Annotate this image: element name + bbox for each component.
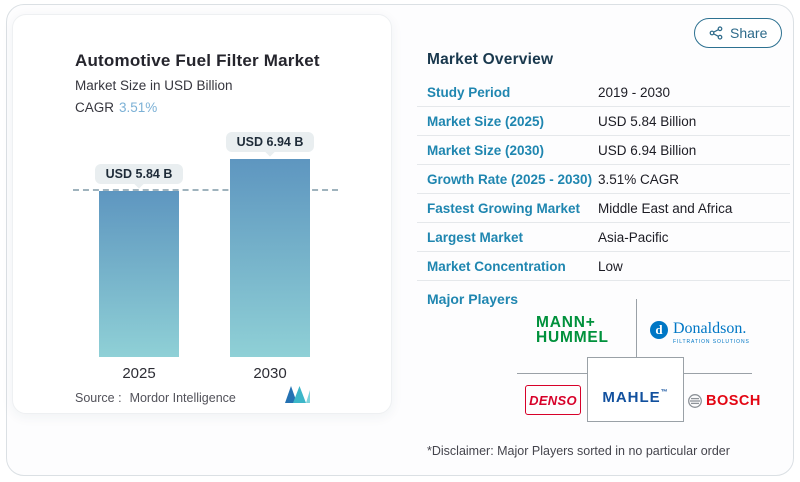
row-value: Asia-Pacific — [598, 229, 669, 245]
mordor-intelligence-logo-icon — [285, 386, 310, 408]
table-row: Study Period 2019 - 2030 — [417, 78, 790, 107]
bosch-name: BOSCH — [706, 393, 761, 409]
bar-value-label: USD 5.84 B — [94, 163, 184, 184]
table-row: Market Size (2030) USD 6.94 Billion — [417, 136, 790, 165]
player-divider-vertical — [636, 299, 637, 357]
bar — [230, 159, 310, 357]
mann-hummel-line2: HUMMEL — [536, 328, 609, 346]
source-value: Mordor Intelligence — [129, 391, 236, 405]
row-label: Growth Rate (2025 - 2030) — [427, 171, 593, 187]
mahle-logo: MAHLE™ — [587, 389, 684, 406]
x-axis-label-2030: 2030 — [253, 365, 287, 382]
share-button-label: Share — [730, 25, 768, 41]
dashed-reference-line — [73, 188, 338, 191]
row-label: Fastest Growing Market — [427, 200, 581, 216]
bosch-icon — [687, 393, 703, 409]
row-value: 3.51% CAGR — [598, 171, 680, 187]
row-label: Market Size (2030) — [427, 142, 545, 158]
row-value: USD 6.94 Billion — [598, 142, 697, 158]
source-label: Source : — [75, 391, 122, 405]
share-icon — [709, 26, 723, 40]
overview-table: Study Period 2019 - 2030 Market Size (20… — [417, 78, 790, 281]
player-center-box — [587, 357, 684, 422]
donaldson-name: Donaldson. — [673, 320, 747, 337]
mann-hummel-logo: MANN+ HUMMEL — [536, 314, 609, 346]
donaldson-icon: d — [650, 321, 668, 339]
mahle-trademark: ™ — [660, 389, 669, 396]
chart-subtitle: Market Size in USD Billion — [75, 78, 233, 93]
mann-hummel-line1: MANN+ — [536, 314, 596, 331]
major-players-label: Major Players — [427, 291, 519, 307]
table-row: Largest Market Asia-Pacific — [417, 223, 790, 252]
donaldson-tagline: FILTRATION SOLUTIONS — [673, 339, 750, 345]
cagr-value: 3.51% — [119, 100, 158, 115]
cagr-row: CAGR 3.51% — [75, 100, 157, 115]
source-row: Source : Mordor Intelligence — [75, 391, 236, 405]
row-value: USD 5.84 Billion — [598, 113, 697, 129]
denso-name: DENSO — [529, 392, 577, 408]
bar — [99, 190, 179, 357]
bar-column-2025: USD 5.84 B — [94, 163, 184, 357]
row-label: Market Size (2025) — [427, 113, 545, 129]
cagr-label: CAGR — [75, 100, 115, 115]
row-label: Largest Market — [427, 229, 524, 245]
player-divider-left — [517, 373, 587, 374]
mahle-name: MAHLE — [602, 389, 661, 406]
overview-heading: Market Overview — [427, 51, 554, 68]
donaldson-logo: d Donaldson. FILTRATION SOLUTIONS — [650, 320, 750, 345]
x-axis-label-2025: 2025 — [122, 365, 156, 382]
row-value: Low — [598, 258, 623, 274]
row-value: 2019 - 2030 — [598, 84, 671, 100]
denso-logo: DENSO — [525, 385, 581, 415]
row-label: Study Period — [427, 84, 511, 100]
bar-column-2030: USD 6.94 B — [225, 132, 315, 357]
table-row: Market Concentration Low — [417, 252, 790, 281]
table-row: Growth Rate (2025 - 2030) 3.51% CAGR — [417, 165, 790, 194]
share-button[interactable]: Share — [694, 18, 783, 48]
chart-title: Automotive Fuel Filter Market — [75, 51, 320, 70]
bar-value-label: USD 6.94 B — [225, 132, 315, 153]
row-value: Middle East and Africa — [598, 200, 733, 216]
row-label: Market Concentration — [427, 258, 566, 274]
chart-card: Automotive Fuel Filter Market Market Siz… — [12, 14, 392, 414]
bosch-logo: BOSCH — [687, 393, 761, 409]
table-row: Fastest Growing Market Middle East and A… — [417, 194, 790, 223]
table-row: Market Size (2025) USD 5.84 Billion — [417, 107, 790, 136]
player-divider-right — [684, 373, 752, 374]
disclaimer-text: *Disclaimer: Major Players sorted in no … — [427, 444, 730, 458]
